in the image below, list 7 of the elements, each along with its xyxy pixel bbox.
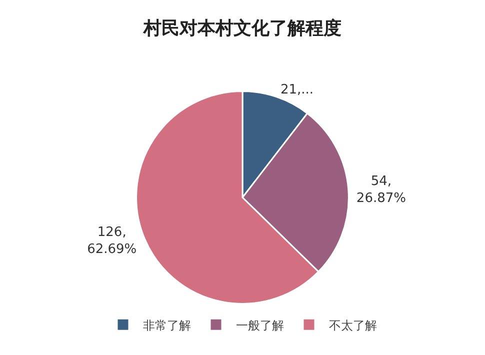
legend-label: 不太了解 bbox=[329, 318, 377, 332]
legend-label: 非常了解 bbox=[143, 318, 191, 332]
legend-label: 一般了解 bbox=[236, 318, 284, 332]
data-label: 21,... bbox=[280, 82, 314, 98]
data-label: 126, 62.69% bbox=[87, 225, 137, 258]
chart-title: 村民对本村文化了解程度 bbox=[142, 18, 342, 39]
data-label: 54, 26.87% bbox=[356, 174, 406, 206]
